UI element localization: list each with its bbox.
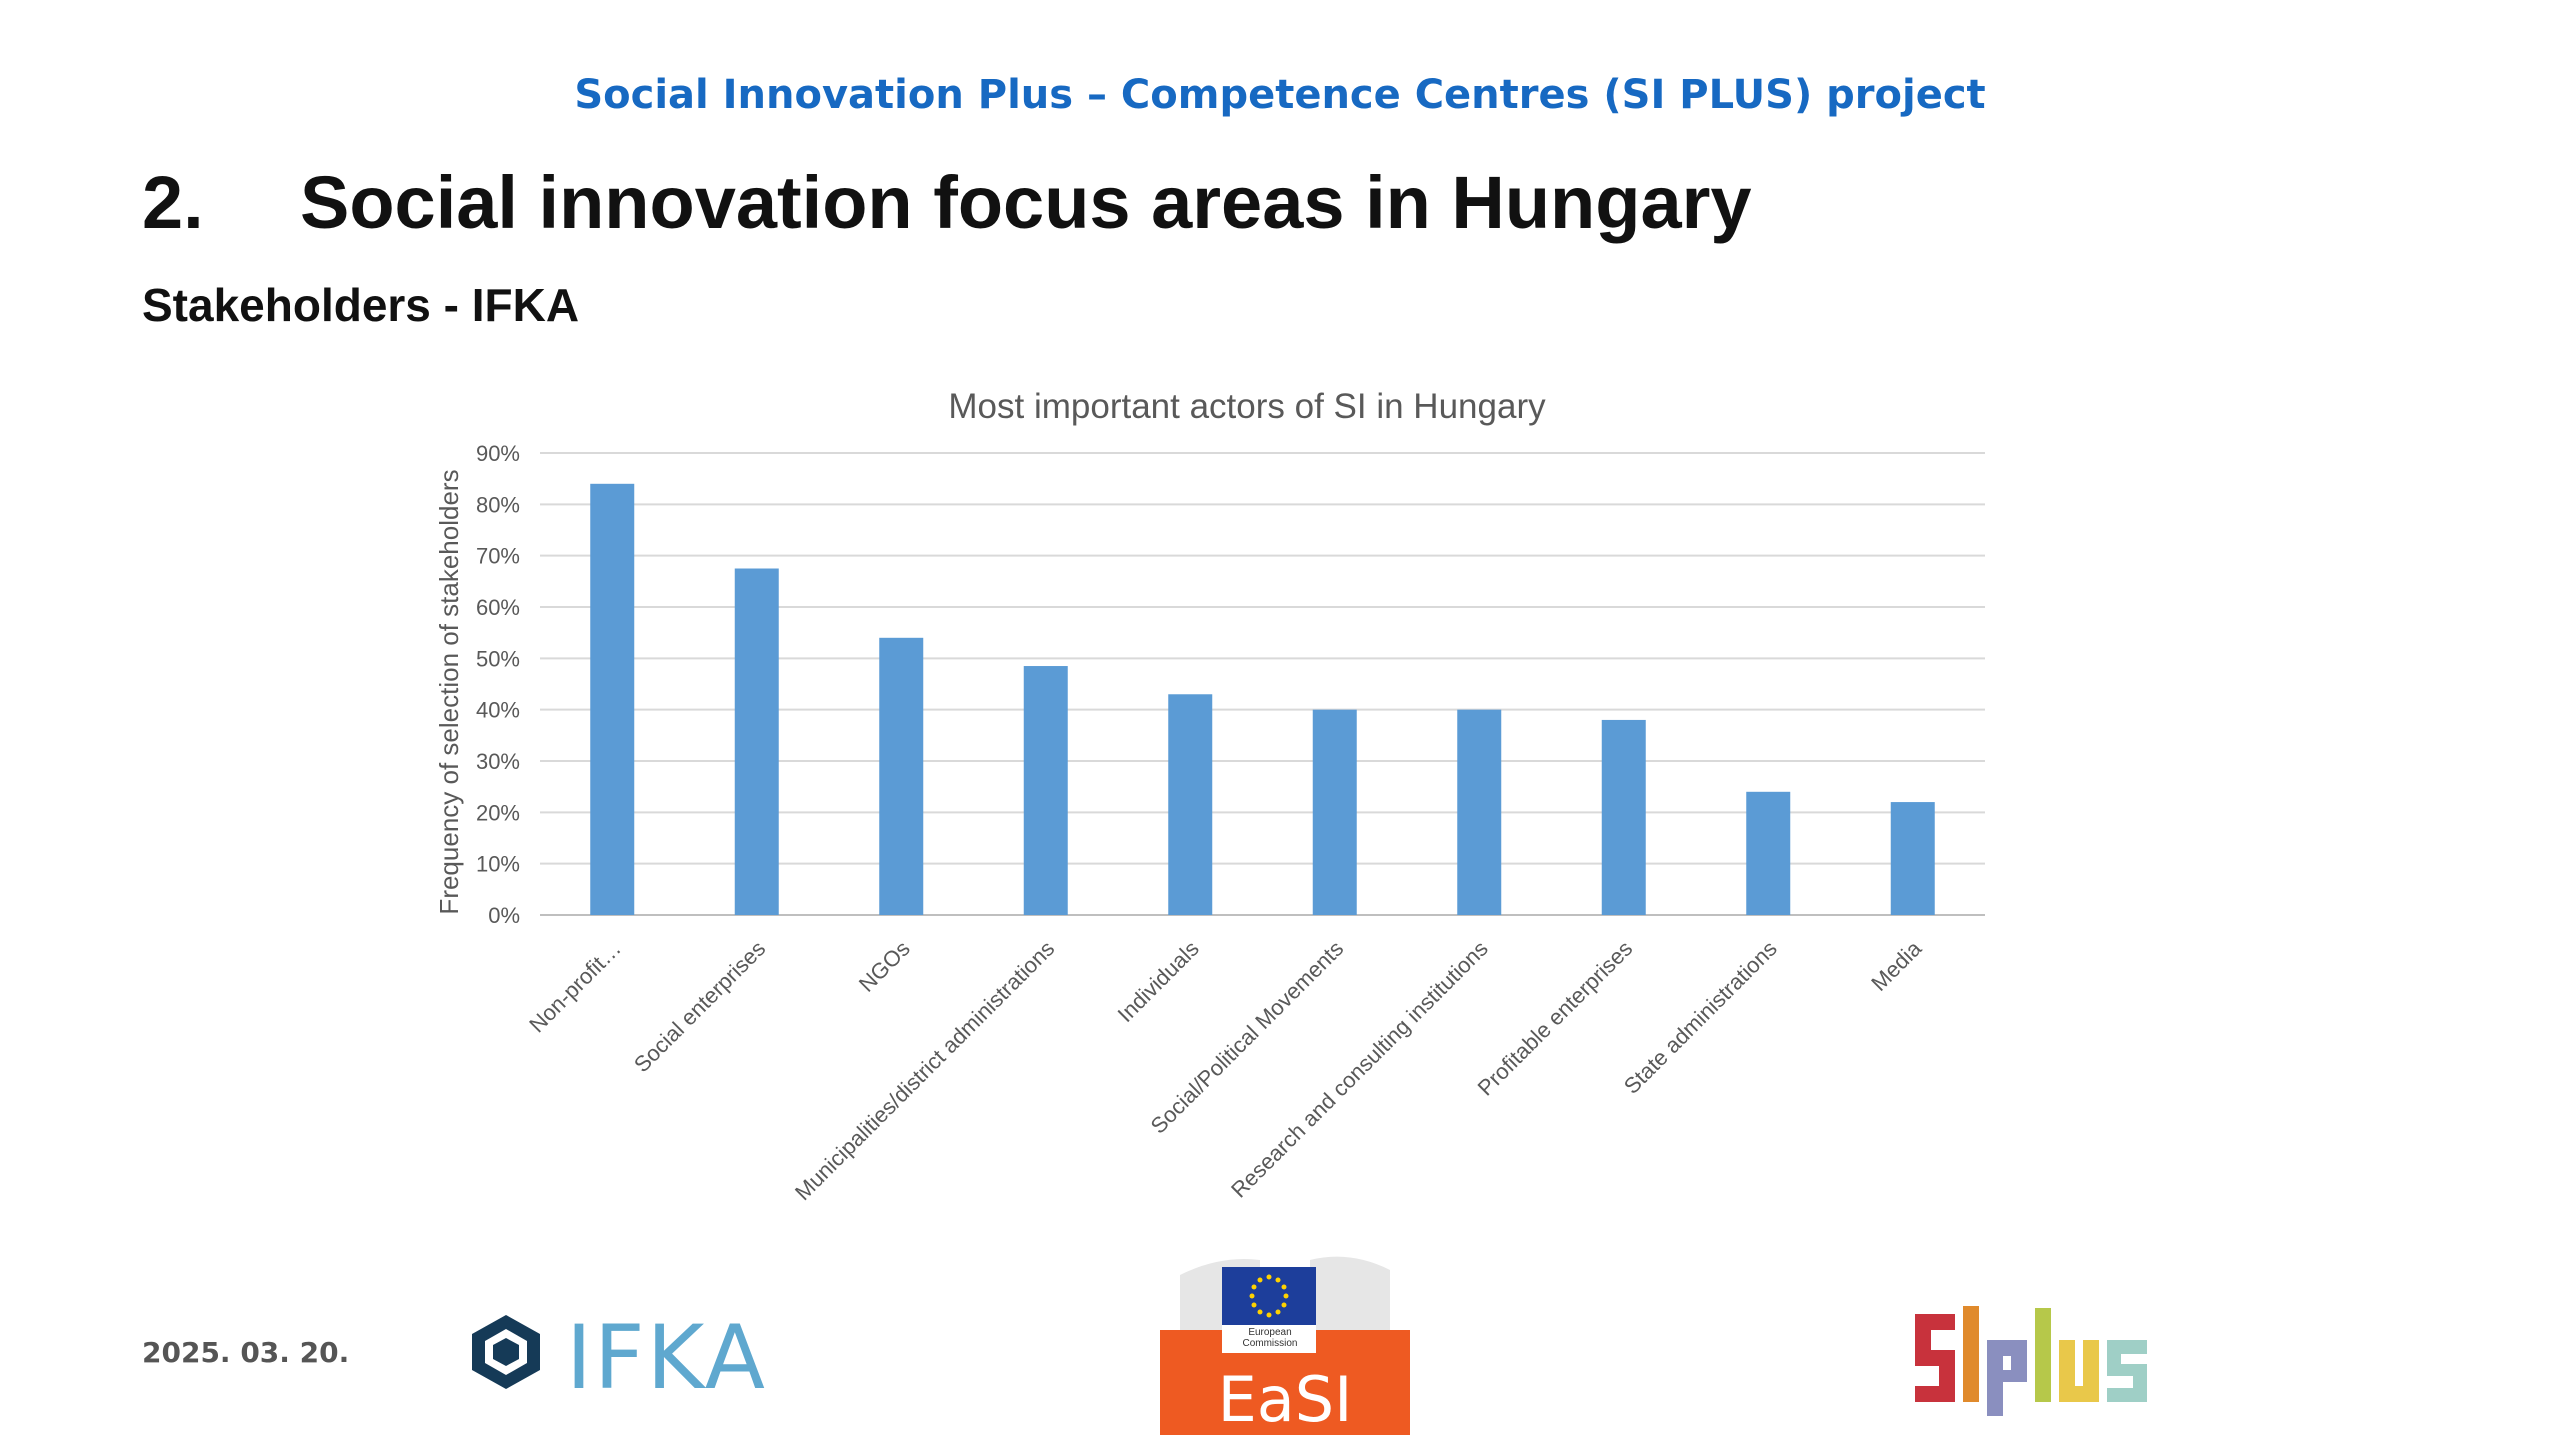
y-tick-label: 70%	[476, 544, 520, 569]
y-tick-label: 50%	[476, 646, 520, 671]
ifka-logo: IFKA	[470, 1306, 800, 1409]
bar	[1890, 802, 1935, 915]
y-tick-label: 10%	[476, 852, 520, 877]
siplus-logo	[1915, 1306, 2147, 1416]
bar	[1023, 666, 1068, 915]
easi-logo: European Commission EaSI	[1160, 1225, 1410, 1436]
y-tick-label: 30%	[476, 749, 520, 774]
y-axis-label: Frequency of selection of stakeholders	[434, 469, 464, 914]
y-tick-label: 80%	[476, 492, 520, 517]
gridlines	[540, 452, 1985, 916]
x-tick-label: NGOs	[854, 936, 915, 997]
bar	[1746, 791, 1791, 915]
european-commission-building-icon	[1160, 1256, 1410, 1435]
easi-caption: European Commission	[1242, 1327, 1298, 1349]
y-tick-label: 60%	[476, 595, 520, 620]
ifka-wordmark: IFKA	[566, 1306, 767, 1409]
y-tick-label: 20%	[476, 800, 520, 825]
heading-text: Social innovation focus areas in Hungary	[300, 161, 1752, 244]
bar	[590, 483, 635, 915]
x-axis-labels: Non-profit… Social enterprises NGOsMunicip…	[524, 935, 1927, 1205]
slide-subheading: Stakeholders - IFKA	[142, 279, 580, 331]
x-tick-label: Municipalities/district administrations	[790, 936, 1059, 1205]
bar	[734, 568, 779, 915]
y-tick-label: 90%	[476, 441, 520, 466]
chart-title: Most important actors of SI in Hungary	[948, 387, 1546, 426]
section-number: 2.	[142, 161, 204, 244]
x-tick-label: Profitable enterprises	[1473, 936, 1638, 1101]
bar-chart: Most important actors of SI in Hungary F…	[434, 387, 1985, 1205]
slide-heading: 2. Social innovation focus areas in Hunga…	[142, 160, 1752, 245]
bar	[879, 637, 924, 915]
easi-wordmark: EaSI	[1217, 1363, 1353, 1436]
x-tick-label: State administrations	[1619, 936, 1782, 1099]
bar	[1457, 709, 1502, 915]
y-axis-ticks: 0% 10% 20% 30% 40% 50% 60% 70% 80% 90%	[476, 441, 520, 928]
x-tick-label: Research and consulting institutions	[1226, 936, 1493, 1203]
x-tick-label: Individuals	[1113, 936, 1204, 1027]
project-title: Social Innovation Plus – Competence Cent…	[574, 72, 1986, 118]
bars	[590, 483, 1935, 915]
bar	[1168, 694, 1213, 915]
y-tick-label: 40%	[476, 698, 520, 723]
x-tick-label: Non-profit…	[524, 936, 626, 1038]
x-tick-label: Social enterprises	[629, 936, 770, 1077]
x-tick-label: Media	[1866, 935, 1927, 996]
y-tick-label: 0%	[488, 903, 520, 928]
footer-date: 2025. 03. 20.	[142, 1336, 350, 1369]
bar	[1312, 709, 1357, 915]
ifka-hexagon-icon	[472, 1315, 540, 1389]
bar	[1601, 719, 1646, 915]
